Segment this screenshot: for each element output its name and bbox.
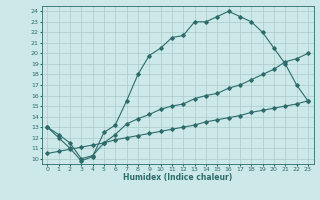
X-axis label: Humidex (Indice chaleur): Humidex (Indice chaleur): [123, 173, 232, 182]
